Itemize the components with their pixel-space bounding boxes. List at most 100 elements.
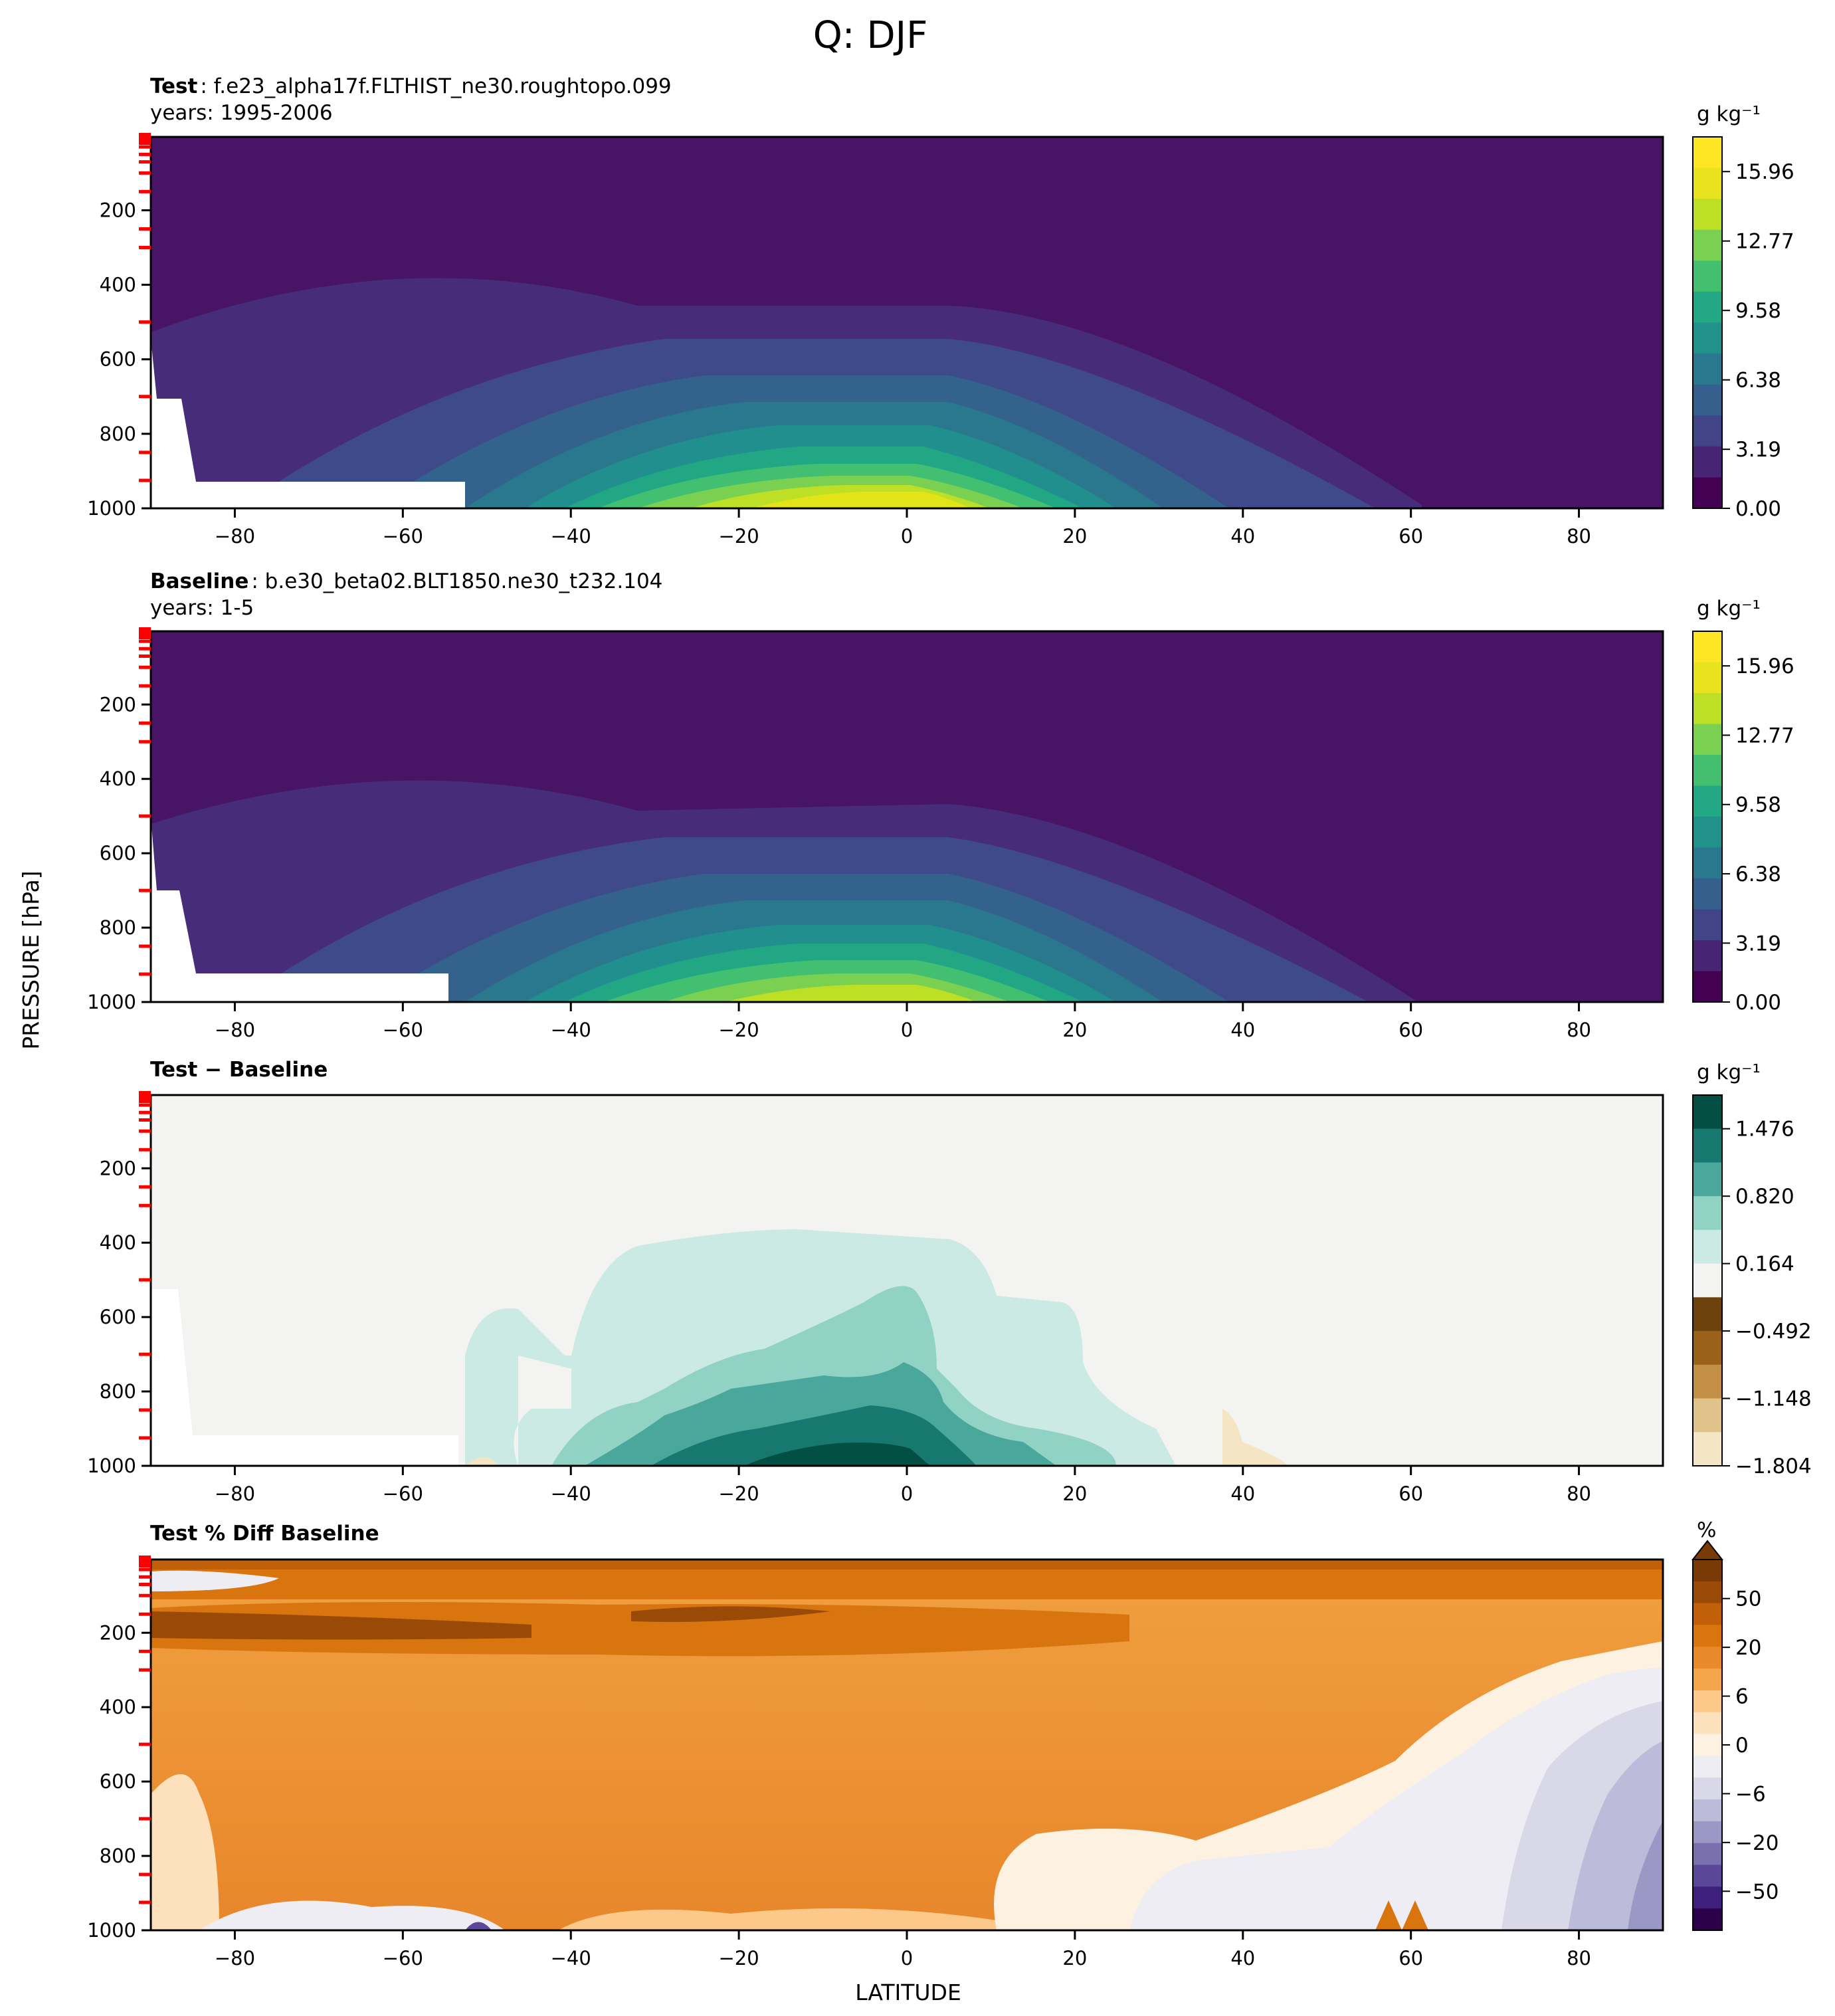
- colorbar-swatch: [1693, 1398, 1722, 1433]
- colorbar-swatch: [1693, 1821, 1722, 1844]
- model-level-cluster: [139, 1556, 151, 1565]
- colorbar-frame: [1692, 631, 1723, 1003]
- y-tick-label: 1000: [87, 991, 136, 1013]
- x-tick-label: 60: [1399, 1482, 1423, 1505]
- colorbar-tick-label: 6.38: [1735, 369, 1781, 393]
- colorbar-swatch: [1693, 1263, 1722, 1298]
- x-tick-label: 40: [1230, 525, 1255, 548]
- colorbar-swatch: [1693, 1886, 1722, 1909]
- model-level-cluster: [139, 133, 151, 142]
- x-tick-label: −20: [719, 1947, 759, 1969]
- contour-top-strip: [151, 1560, 1663, 1569]
- x-tick-label: 0: [901, 1019, 913, 1041]
- colorbar-tick-label: 15.96: [1735, 655, 1794, 678]
- colorbar-swatch: [1693, 1712, 1722, 1735]
- colorbar-swatch: [1693, 1229, 1722, 1264]
- colorbar-swatch: [1693, 1603, 1722, 1625]
- y-tick-label: 800: [100, 1845, 136, 1867]
- colorbar-swatch: [1693, 1734, 1722, 1756]
- colorbar-swatch: [1693, 724, 1722, 756]
- model-level-cluster: [139, 1091, 151, 1100]
- contour-neutral-pocket: [514, 1356, 571, 1466]
- contour-neg-1: [1222, 1409, 1289, 1466]
- colorbar-swatch: [1693, 971, 1722, 1003]
- colorbar-tick-label: 0.820: [1735, 1185, 1794, 1209]
- colorbar-swatch: [1693, 291, 1722, 323]
- colorbar-tick-label: −1.804: [1735, 1455, 1812, 1478]
- x-tick-label: −60: [383, 525, 423, 548]
- x-axis-label: LATITUDE: [855, 1979, 961, 2005]
- contour-nh-spikes: [1375, 1900, 1428, 1930]
- x-tick-label: −40: [551, 525, 591, 548]
- colorbar-swatch: [1693, 446, 1722, 478]
- colorbar-tick-label: 3.19: [1735, 438, 1781, 462]
- y-tick-label: 600: [100, 1306, 136, 1328]
- colorbar-swatch: [1693, 940, 1722, 971]
- x-tick-label: 0: [901, 1482, 913, 1505]
- x-tick-label: −20: [719, 1019, 759, 1041]
- colorbar-tick-label: 15.96: [1735, 160, 1794, 184]
- colorbar-tick-label: 3.19: [1735, 932, 1781, 956]
- panel-test-title: Test: f.e23_alpha17f.FLTHIST_ne30.rought…: [150, 74, 672, 98]
- colorbar-tick-label: 50: [1735, 1587, 1761, 1611]
- colorbar-frame: [1692, 1094, 1723, 1466]
- topography-mask: [151, 339, 465, 508]
- x-tick-label: 80: [1567, 1482, 1591, 1505]
- colorbar-swatch: [1693, 1560, 1722, 1582]
- colorbar-tick-label: 9.58: [1735, 299, 1781, 323]
- colorbar-tick-label: 0.00: [1735, 991, 1781, 1015]
- y-tick-label: 800: [100, 916, 136, 939]
- colorbar-tick-label: −1.148: [1735, 1387, 1812, 1411]
- colorbar-swatch: [1693, 755, 1722, 786]
- y-tick-label: 800: [100, 423, 136, 445]
- x-tick-label: 60: [1399, 525, 1423, 548]
- contour-neg-strato: [151, 1570, 279, 1591]
- panel-test-plot: [149, 136, 1664, 510]
- colorbar-swatch: [1693, 229, 1722, 261]
- colorbar-test: g kg⁻¹ 15.96 12.77 9.58 6.38 3.19 0.00: [1692, 102, 1794, 521]
- colorbar-swatch: [1693, 137, 1722, 169]
- y-tick-label: 400: [100, 1231, 136, 1254]
- x-tick-label: 40: [1230, 1482, 1255, 1505]
- colorbar-tick-label: −0.492: [1735, 1320, 1812, 1344]
- colorbar-swatch: [1693, 785, 1722, 817]
- panel-difference-plot: [149, 1094, 1664, 1467]
- colorbar-swatch: [1693, 662, 1722, 694]
- colorbar-swatch: [1693, 322, 1722, 354]
- y-tick-label: 600: [100, 842, 136, 864]
- colorbar-tick-label: 12.77: [1735, 724, 1794, 748]
- contour-level-10: [751, 492, 970, 508]
- x-tick-label: 0: [901, 1947, 913, 1969]
- y-tick-label: 1000: [87, 1919, 136, 1942]
- colorbar-swatch: [1693, 1668, 1722, 1691]
- colorbar-tick-label: 0.164: [1735, 1253, 1794, 1276]
- colorbar-swatch: [1693, 415, 1722, 447]
- panel-baseline-subtitle: years: 1-5: [150, 596, 254, 620]
- colorbar-tick-label: −50: [1735, 1880, 1779, 1904]
- colorbar-unit: g kg⁻¹: [1697, 1060, 1761, 1084]
- contour-200hpa-core-2: [631, 1606, 830, 1622]
- x-tick-label: −80: [215, 1019, 255, 1041]
- colorbar-swatch: [1693, 1690, 1722, 1713]
- colorbar-swatch: [1693, 909, 1722, 941]
- colorbar-swatch: [1693, 1095, 1722, 1130]
- x-tick-label: 80: [1567, 525, 1591, 548]
- panel-percent-plot: [149, 1558, 1664, 1932]
- panel-test-subtitle: years: 1995-2006: [150, 101, 333, 125]
- colorbar-baseline: g kg⁻¹ 15.96 12.77 9.58 6.38 3.19 0.00: [1692, 597, 1794, 1015]
- x-tick-label: −60: [383, 1947, 423, 1969]
- colorbar-swatch: [1693, 1162, 1722, 1197]
- contour-neg-1b: [465, 1457, 498, 1466]
- colorbar-swatch: [1693, 199, 1722, 231]
- contour-neg-sh-surface: [199, 1900, 505, 1930]
- topography-mask: [151, 817, 448, 1002]
- model-level-cluster: [139, 627, 151, 637]
- y-tick-label: 400: [100, 274, 136, 296]
- colorbar-swatch: [1693, 1647, 1722, 1669]
- x-tick-label: −40: [551, 1482, 591, 1505]
- colorbar-swatch: [1693, 260, 1722, 292]
- colorbar-swatch: [1693, 1908, 1722, 1931]
- x-tick-label: 80: [1567, 1019, 1591, 1041]
- colorbar-tick-label: 6: [1735, 1685, 1749, 1709]
- panel-baseline-title: Baseline: b.e30_beta02.BLT1850.ne30_t232…: [150, 569, 662, 593]
